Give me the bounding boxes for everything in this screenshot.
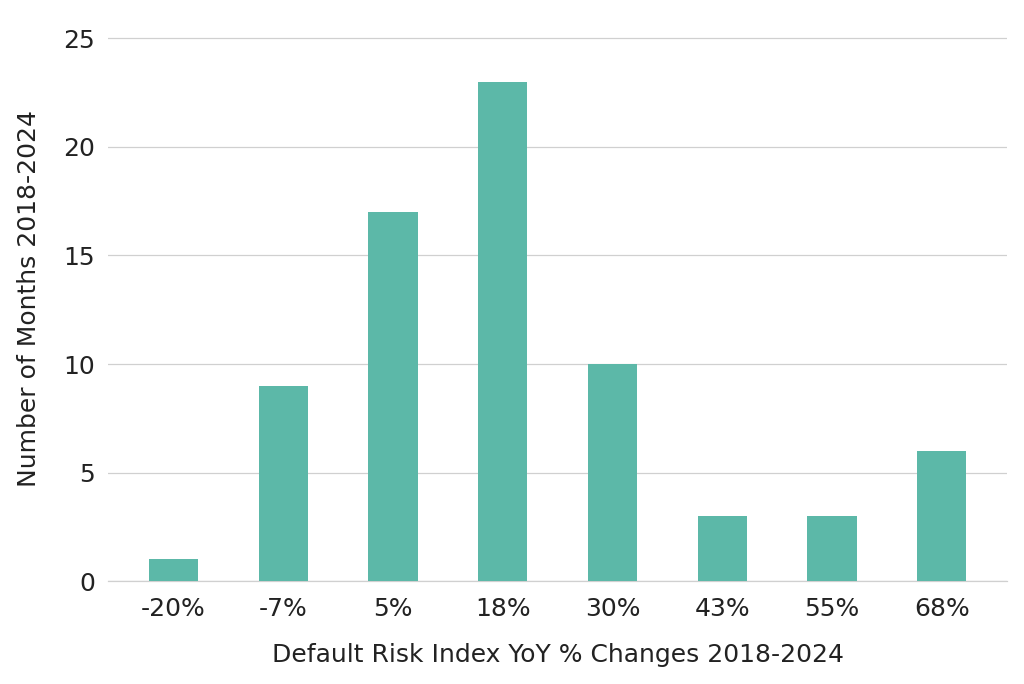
Bar xyxy=(148,560,199,581)
Bar xyxy=(807,516,857,581)
Bar xyxy=(697,516,746,581)
Bar xyxy=(478,82,527,581)
X-axis label: Default Risk Index YoY % Changes 2018-2024: Default Risk Index YoY % Changes 2018-20… xyxy=(271,644,844,668)
Y-axis label: Number of Months 2018-2024: Number of Months 2018-2024 xyxy=(16,110,41,488)
Bar xyxy=(369,212,418,581)
Bar xyxy=(918,451,967,581)
Bar xyxy=(259,386,308,581)
Bar xyxy=(588,364,637,581)
